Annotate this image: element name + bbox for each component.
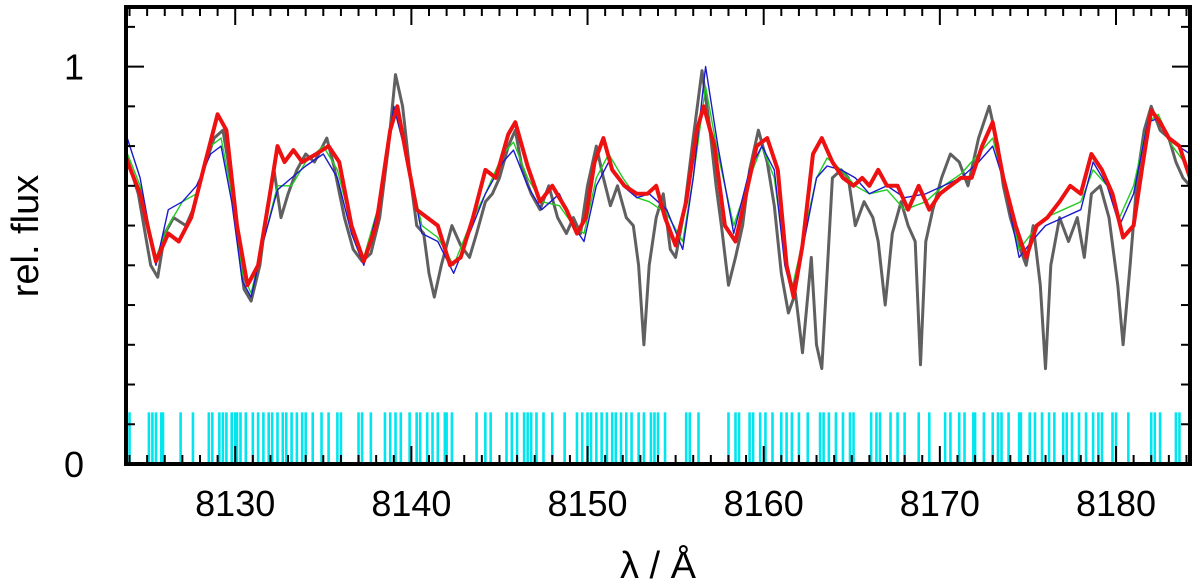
x-tick-label: 8180 <box>1076 483 1156 524</box>
plot-frame <box>124 5 1192 466</box>
y-tick-label: 1 <box>64 47 84 88</box>
x-tick-labels: 8130 8140 8150 8160 8170 8180 <box>195 483 1156 524</box>
model-red-line <box>124 104 1192 300</box>
x-tick-label: 8140 <box>371 483 451 524</box>
x-axis-title: λ / Å <box>620 543 697 586</box>
y-axis-title: rel. flux <box>5 175 47 297</box>
x-tick-label: 8160 <box>724 483 804 524</box>
model-blue-line <box>125 65 1191 298</box>
spectrum-series <box>124 65 1192 371</box>
line-markers <box>128 412 1181 464</box>
x-tick-label: 8170 <box>900 483 980 524</box>
y-tick-labels: 01 <box>64 47 84 485</box>
x-tick-label: 8130 <box>195 483 275 524</box>
observed-spectrum-line <box>124 69 1192 371</box>
y-tick-label: 0 <box>64 444 84 485</box>
x-tick-label: 8150 <box>547 483 627 524</box>
